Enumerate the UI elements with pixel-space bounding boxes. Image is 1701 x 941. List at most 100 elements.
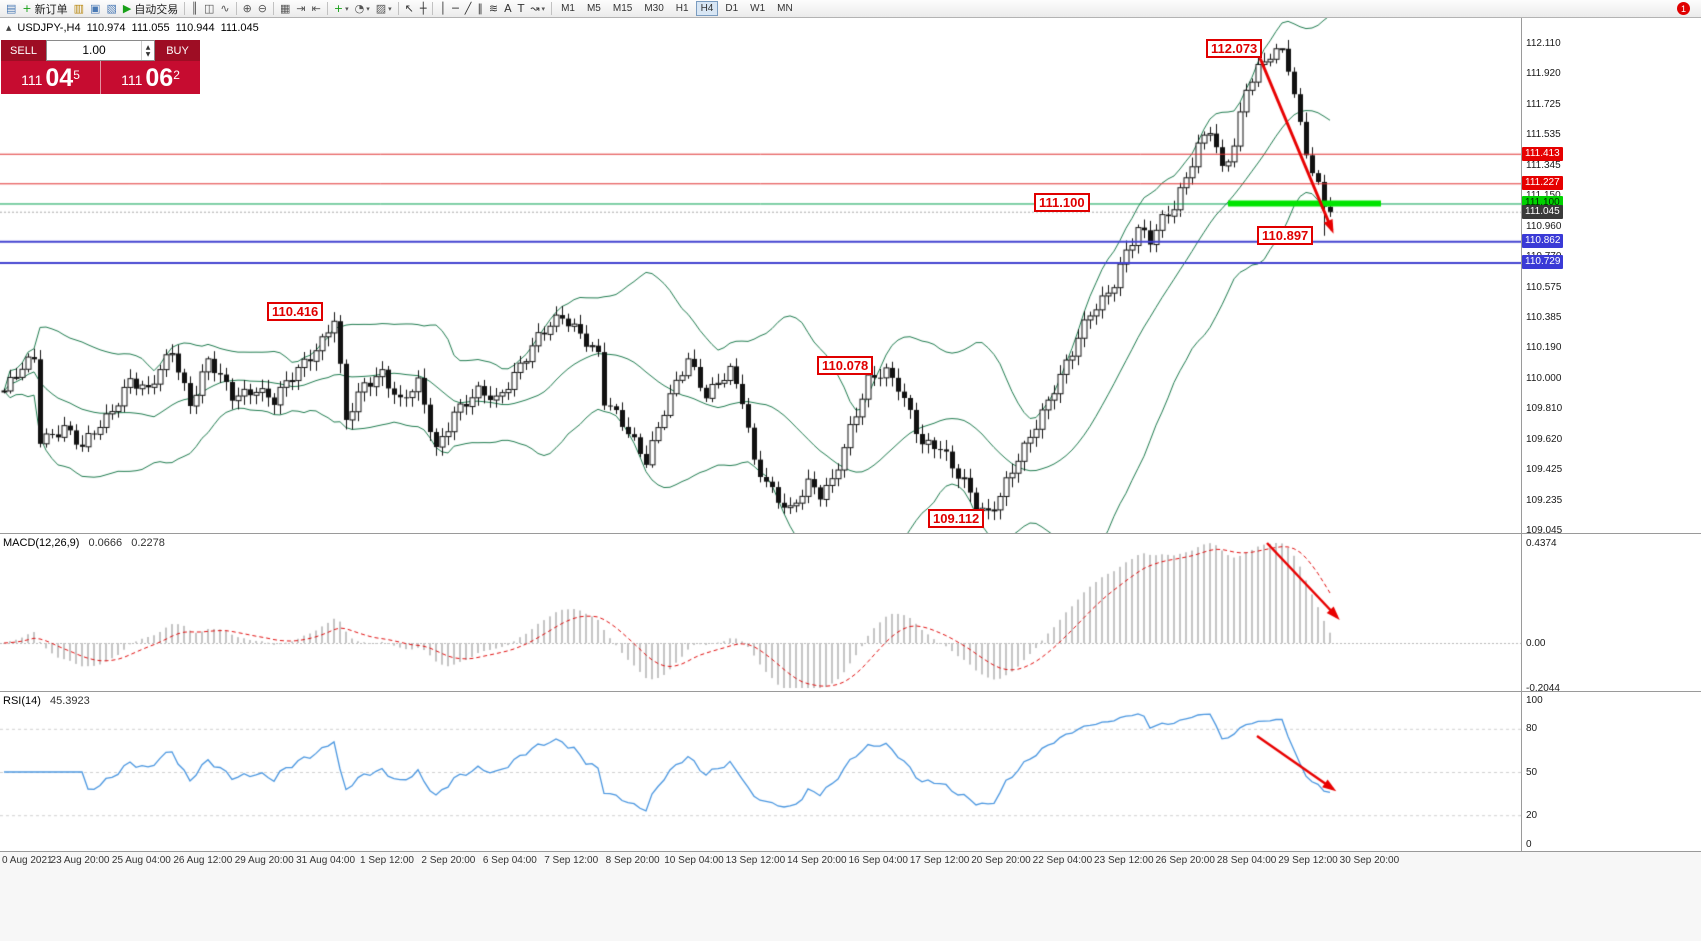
indicators-icon: + — [333, 1, 344, 15]
panel-separator — [0, 533, 1701, 534]
price-axis-label: 110.190 — [1526, 342, 1562, 354]
time-axis-label: 6 Sep 04:00 — [482, 855, 537, 866]
crosshair-button[interactable]: ┼ — [417, 1, 430, 17]
arrows-button[interactable]: ↝ ▾ — [527, 1, 548, 17]
toolbar-separator — [184, 2, 186, 15]
sell-price-main: 111 — [21, 72, 43, 88]
main-chart-canvas[interactable] — [0, 18, 1521, 533]
time-axis-label: 16 Sep 04:00 — [848, 855, 908, 866]
zoom-in-button[interactable]: ⊕ — [240, 1, 255, 17]
rsi-axis-label: 0 — [1526, 839, 1532, 850]
sell-price-pips: 04 — [45, 64, 74, 92]
volume-stepper[interactable]: 1.00 ▲ ▼ — [46, 40, 155, 61]
timeframe-mn-button[interactable]: MN — [772, 1, 798, 16]
timeframe-w1-button[interactable]: W1 — [745, 1, 770, 16]
notifications-badge[interactable]: 1 — [1677, 2, 1690, 15]
periods-icon: ◔ — [354, 1, 365, 15]
time-axis-label: 23 Aug 20:00 — [50, 855, 110, 866]
text-button[interactable]: A — [501, 1, 515, 17]
candlestick-chart-type-button[interactable]: ◫ — [201, 1, 217, 17]
dropdown-caret-icon: ▾ — [345, 4, 349, 13]
data-window-icon: ▧ — [106, 1, 117, 15]
profiles-icon: ▥ — [73, 1, 85, 15]
buy-price-main: 111 — [121, 72, 143, 88]
timeframe-d1-button[interactable]: D1 — [720, 1, 743, 16]
candlestick-chart-type-icon: ◫ — [203, 1, 215, 15]
time-axis-label: 28 Sep 04:00 — [1216, 855, 1277, 866]
timeframe-m5-button[interactable]: M5 — [582, 1, 606, 16]
volume-value[interactable]: 1.00 — [82, 43, 106, 57]
periods-button[interactable]: ◔ ▾ — [352, 1, 373, 17]
zoom-out-button[interactable]: ⊖ — [255, 1, 270, 17]
equidistant-channel-button[interactable]: ∥ — [474, 1, 486, 17]
quote-low: 110.944 — [175, 22, 215, 34]
macd-panel-canvas[interactable] — [0, 535, 1521, 691]
new-order-icon: + — [22, 1, 32, 15]
price-tag: 111.413 — [1522, 146, 1563, 161]
templates-button[interactable]: ▨ ▾ — [373, 1, 395, 17]
price-axis-label: 109.045 — [1526, 525, 1563, 537]
trendline-icon: ╱ — [464, 1, 472, 15]
horizontal-line-button[interactable]: ─ — [449, 1, 462, 17]
fibonacci-button[interactable]: ≋ — [486, 1, 501, 17]
macd-axis-label: 0.00 — [1526, 638, 1546, 649]
price-tag: 111.045 — [1522, 205, 1563, 220]
sell-button[interactable]: SELL — [1, 40, 46, 61]
toolbar-separator — [326, 2, 328, 15]
symbol-name: USDJPY-,H4 — [17, 22, 81, 34]
time-axis-label: 20 Sep 20:00 — [971, 855, 1031, 866]
new-chart-button[interactable]: ▤ — [3, 1, 19, 17]
time-axis-label: 1 Sep 12:00 — [360, 855, 414, 866]
timeframe-m15-button[interactable]: M15 — [608, 1, 637, 16]
trendline-button[interactable]: ╱ — [462, 1, 475, 17]
price-annotation-111.100[interactable]: 111.100 — [1034, 193, 1090, 213]
quote-open: 110.974 — [86, 22, 126, 34]
rsi-panel-canvas[interactable] — [0, 693, 1521, 850]
price-annotation-109.112[interactable]: 109.112 — [928, 509, 985, 529]
volume-spinner-arrows[interactable]: ▲ ▼ — [141, 41, 154, 60]
price-annotation-110.416[interactable]: 110.416 — [267, 302, 324, 322]
auto-scroll-button[interactable]: ⇥ — [293, 1, 308, 17]
spinner-up-icon[interactable]: ▲ — [145, 43, 151, 51]
chart-shift-button[interactable]: ⇤ — [309, 1, 324, 17]
time-axis-label: 31 Aug 04:00 — [296, 855, 356, 866]
macd-axis-label: 0.4374 — [1526, 538, 1557, 549]
sell-price[interactable]: 111 04 5 — [1, 61, 101, 94]
time-axis-label: 30 Sep 20:00 — [1339, 855, 1400, 866]
price-annotation-110.897[interactable]: 110.897 — [1257, 225, 1314, 245]
data-window-button[interactable]: ▧ — [103, 1, 119, 17]
cursor-button[interactable]: ↖ — [402, 1, 417, 17]
spinner-down-icon[interactable]: ▼ — [145, 50, 151, 58]
price-annotation-112.073[interactable]: 112.073 — [1206, 38, 1263, 58]
price-annotation-110.078[interactable]: 110.078 — [817, 355, 874, 375]
buy-price[interactable]: 111 06 2 — [101, 61, 200, 94]
market-watch-button[interactable]: ▣ — [87, 1, 103, 17]
quote-high: 111.055 — [131, 22, 170, 34]
timeframe-m30-button[interactable]: M30 — [639, 1, 668, 16]
time-axis-label: 23 Sep 12:00 — [1094, 855, 1154, 866]
indicators-button[interactable]: + ▾ — [331, 1, 352, 17]
bar-chart-type-button[interactable]: ║ — [188, 1, 201, 17]
line-chart-type-button[interactable]: ∿ — [217, 1, 232, 17]
timeframe-h1-button[interactable]: H1 — [671, 1, 694, 16]
time-axis-label: 2 Sep 20:00 — [421, 855, 476, 866]
macd-value-main: 0.0666 — [88, 537, 123, 549]
fibonacci-icon: ≋ — [488, 1, 499, 15]
profiles-button[interactable]: ▥ — [71, 1, 87, 17]
timeframe-m1-button[interactable]: M1 — [556, 1, 580, 16]
new-order-button[interactable]: + 新订单 — [19, 1, 70, 17]
vertical-line-button[interactable]: │ — [436, 1, 449, 17]
rsi-indicator-label: RSI(14) 45.3923 — [3, 695, 90, 707]
macd-title-text: MACD(12,26,9) — [3, 537, 80, 549]
price-axis-label: 111.345 — [1526, 159, 1561, 171]
tile-windows-button[interactable]: ▦ — [277, 1, 293, 17]
vertical-line-icon: │ — [439, 1, 447, 15]
dropdown-caret-icon: ▾ — [541, 4, 546, 13]
symbol-expand-icon[interactable]: ▲ — [6, 24, 12, 32]
toolbar-separator — [235, 2, 237, 15]
text-label-button[interactable]: T — [515, 1, 528, 17]
autotrading-button[interactable]: ▶ 自动交易 — [120, 1, 181, 17]
price-axis-label: 112.110 — [1526, 38, 1561, 49]
timeframe-h4-button[interactable]: H4 — [695, 1, 719, 16]
buy-button[interactable]: BUY — [155, 40, 200, 61]
